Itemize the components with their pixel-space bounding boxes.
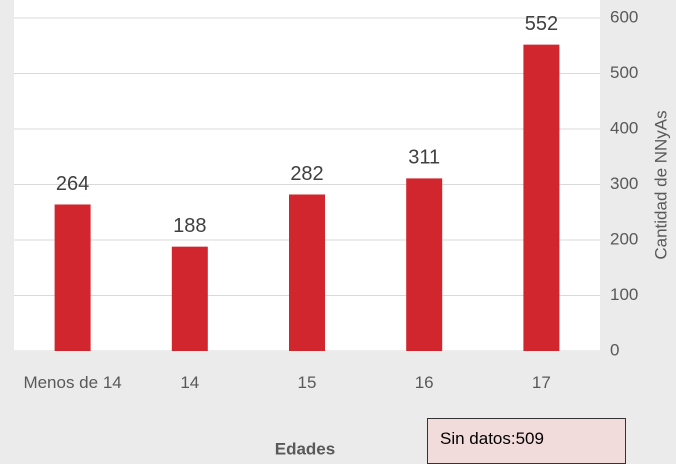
bar — [171, 246, 208, 351]
annotation: Sin datos:509 — [427, 418, 626, 464]
x-tick-label: 17 — [531, 373, 551, 392]
x-axis-title: Edades — [275, 439, 335, 458]
bar — [406, 178, 443, 351]
y-tick-label: 600 — [610, 7, 638, 26]
data-label: 282 — [290, 163, 323, 185]
bar — [54, 204, 91, 351]
x-tick-label: 16 — [414, 373, 434, 392]
data-label: 311 — [408, 147, 440, 169]
x-tick-label: Menos de 14 — [23, 373, 122, 392]
y-axis-title: Cantidad de NNyAs — [651, 110, 670, 259]
bar — [289, 194, 325, 351]
bar — [523, 44, 560, 351]
y-tick-label: 300 — [610, 174, 638, 193]
x-tick-label: 15 — [297, 373, 317, 392]
y-tick-label: 0 — [610, 340, 619, 359]
y-tick-label: 500 — [610, 63, 638, 82]
x-tick-label: 14 — [180, 373, 200, 392]
data-label: 188 — [173, 215, 206, 237]
y-tick-label: 200 — [610, 229, 638, 248]
data-label: 264 — [56, 173, 89, 195]
y-tick-label: 100 — [610, 285, 638, 304]
data-label: 552 — [525, 13, 558, 35]
y-tick-label: 400 — [610, 118, 638, 137]
